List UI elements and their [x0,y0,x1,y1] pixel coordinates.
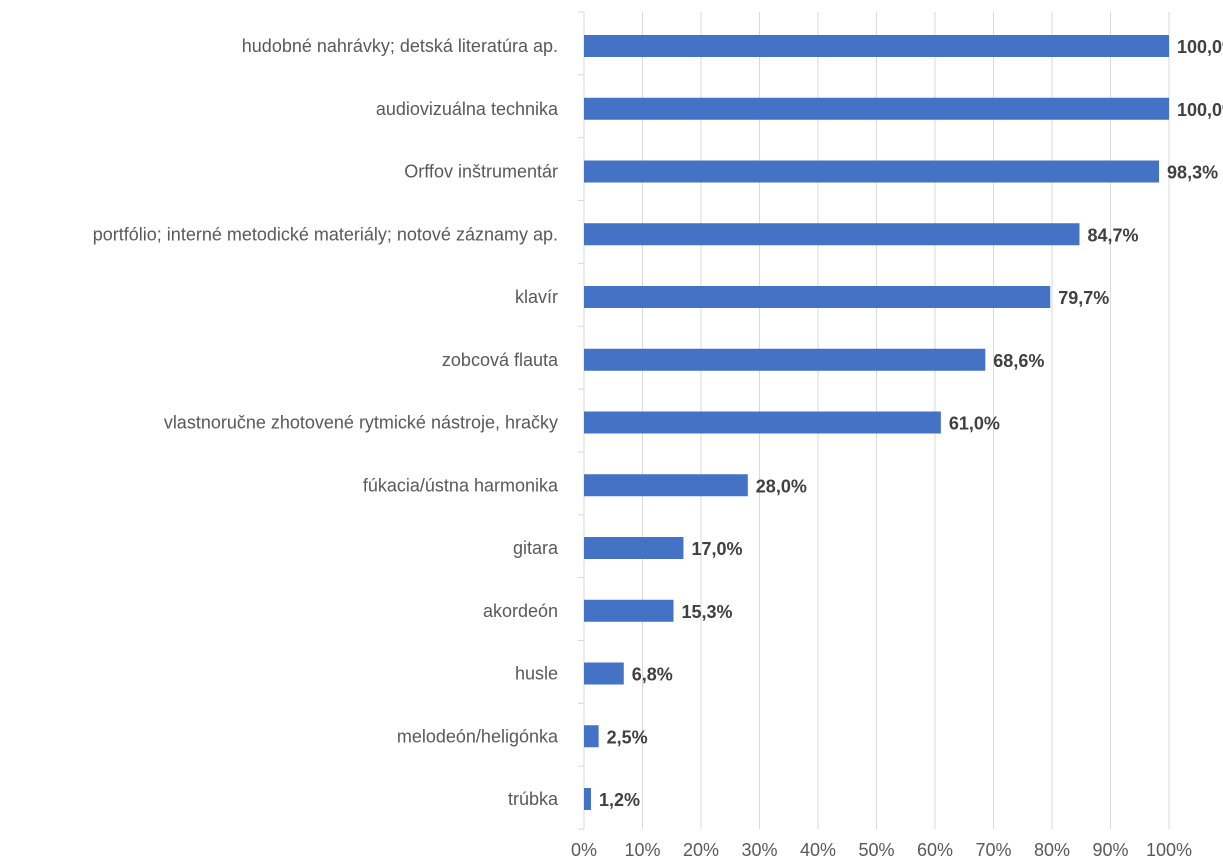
x-tick-label: 0% [571,840,597,860]
data-label: 98,3% [1167,163,1218,183]
bar-11 [584,725,599,748]
bar-4 [584,286,1051,308]
x-tick-label: 60% [917,840,953,860]
bar-5 [584,348,986,371]
data-label: 2,5% [607,727,648,747]
x-tick-label: 40% [800,840,836,860]
bar-0 [584,35,1169,57]
bar-1 [584,97,1169,120]
data-label: 61,0% [949,414,1000,434]
bar-8 [584,537,684,559]
data-label: 100,0% [1177,37,1223,57]
data-labels: 100,0% 100,0% 98,3% 84,7% 79,7% 68,6% 61,0% 28,… [599,37,1223,810]
x-tick-labels: 0% 10% 20% 30% 40% 50% 60% 70% 80% 90% 100% [571,840,1192,860]
x-tick-label: 90% [1092,840,1128,860]
category-label: zobcová flauta [442,350,559,370]
data-label: 68,6% [993,351,1044,371]
category-label: audiovizuálna technika [376,99,559,119]
x-tick-label: 50% [858,840,894,860]
bar-3 [584,223,1080,246]
data-label: 17,0% [691,539,742,559]
bar-7 [584,474,748,497]
category-label: melodeón/heligónka [397,726,559,746]
data-label: 6,8% [632,665,673,685]
category-label: akordeón [483,601,558,621]
data-label: 1,2% [599,790,640,810]
bar-10 [584,662,624,685]
bar-2 [584,160,1160,183]
x-tick-label: 10% [624,840,660,860]
x-tick-label: 30% [741,840,777,860]
x-tick-label: 100% [1146,840,1192,860]
category-label: Orffov inštrumentár [404,162,558,182]
data-label: 28,0% [756,476,807,496]
bar-12 [584,788,592,810]
category-label: hudobné nahrávky; detská literatúra ap. [242,36,558,56]
bars [584,35,1169,810]
bar-9 [584,599,674,622]
x-tick-label: 70% [975,840,1011,860]
category-label: vlastnoručne zhotovené rytmické nástroje… [164,413,558,433]
category-label: trúbka [508,789,559,809]
data-label: 79,7% [1058,288,1109,308]
category-label: fúkacia/ústna harmonika [363,475,559,495]
category-label: portfólio; interné metodické materiály; … [93,224,558,244]
bar-6 [584,411,941,434]
data-label: 15,3% [682,602,733,622]
category-label: husle [515,664,558,684]
data-label: 84,7% [1087,225,1138,245]
category-labels: hudobné nahrávky; detská literatúra ap. a… [93,36,559,809]
x-tick-label: 80% [1034,840,1070,860]
x-tick-label: 20% [683,840,719,860]
data-label: 100,0% [1177,100,1223,120]
category-label: gitara [513,538,559,558]
category-label: klavír [515,287,558,307]
